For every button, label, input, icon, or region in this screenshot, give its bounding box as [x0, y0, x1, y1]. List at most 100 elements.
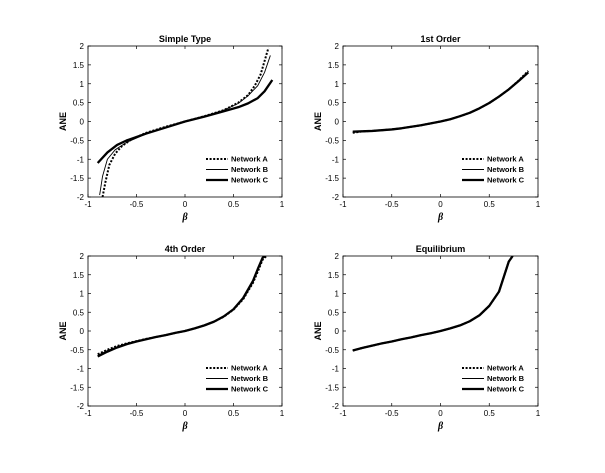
y-tick-label: -1.5 [325, 383, 339, 392]
y-tick-label: -2 [77, 402, 85, 411]
subplot-title: 4th Order [165, 244, 206, 254]
x-axis-label: β [437, 212, 444, 223]
x-axis-label: β [437, 421, 444, 432]
x-tick-label: 1 [536, 200, 541, 209]
y-tick-label: -1 [77, 155, 85, 164]
y-tick-label: -1 [332, 365, 340, 374]
legend-label: Network C [487, 176, 525, 185]
series-line-network-a [352, 70, 529, 134]
y-tick-label: -1.5 [70, 174, 84, 183]
y-tick-label: 0 [335, 118, 340, 127]
series-line-network-c [352, 256, 514, 352]
y-tick-label: 2 [335, 252, 340, 261]
subplot-3: -1 -0.5 0 0.5 1 -2 -1.5 -1 -0.5 0 0.5 1 1.5 2 4th Orde… [58, 244, 285, 432]
x-tick-label: 0.5 [484, 200, 496, 209]
y-tick-label: 2 [80, 42, 85, 51]
y-tick-label: 1.5 [73, 271, 85, 280]
y-tick-label: 0 [80, 327, 85, 336]
y-tick-label: 2 [80, 252, 85, 261]
subplot-1: -1 -0.5 0 0.5 1 -2 -1.5 -1 -0.5 0 0.5 1 1.5 2 Simple T… [58, 34, 285, 223]
x-tick-label: 0 [438, 200, 443, 209]
legend-label: Network C [231, 176, 269, 185]
y-tick-label: -0.5 [325, 136, 339, 145]
legend-label: Network C [487, 385, 525, 394]
y-tick-label: -0.5 [325, 346, 339, 355]
subplot-title: Simple Type [159, 34, 211, 44]
series-line-network-c [97, 256, 266, 358]
series-line-network-c [96, 79, 274, 164]
y-tick-label: 0 [80, 118, 85, 127]
x-tick-label: 0 [183, 409, 188, 418]
y-tick-label: 0.5 [73, 99, 85, 108]
x-tick-label: -0.5 [130, 409, 144, 418]
y-tick-label: 1 [80, 290, 85, 299]
x-tick-label: 0.5 [228, 409, 240, 418]
y-tick-label: -2 [77, 193, 85, 202]
legend-label: Network A [231, 364, 268, 373]
subplot-title: Equilibrium [416, 244, 466, 254]
y-tick-label: -2 [332, 402, 340, 411]
series-line-network-c [352, 71, 530, 133]
y-tick-label: -1.5 [70, 383, 84, 392]
series-line-network-b [97, 256, 266, 356]
x-tick-label: 1 [536, 409, 541, 418]
x-tick-label: 0 [183, 200, 188, 209]
y-tick-label: -2 [332, 193, 340, 202]
y-tick-label: 0 [335, 327, 340, 336]
subplot-4: -1 -0.5 0 0.5 1 -2 -1.5 -1 -0.5 0 0.5 1 1.5 2 Equilibr… [313, 244, 541, 432]
y-tick-label: 0.5 [328, 99, 340, 108]
x-tick-label: -0.5 [385, 200, 399, 209]
x-tick-label: 1 [280, 200, 285, 209]
series-line-network-b [352, 71, 529, 133]
legend-label: Network B [231, 165, 269, 174]
x-tick-label: 0.5 [484, 409, 496, 418]
y-tick-label: -0.5 [70, 346, 84, 355]
y-axis-label: ANE [313, 112, 323, 131]
y-axis-label: ANE [58, 112, 68, 131]
y-tick-label: 1 [335, 290, 340, 299]
x-axis-label: β [181, 421, 188, 432]
x-tick-label: 0.5 [228, 200, 240, 209]
y-axis-label: ANE [313, 321, 323, 340]
y-axis-label: ANE [58, 321, 68, 340]
y-tick-label: 0.5 [328, 308, 340, 317]
y-tick-label: -0.5 [70, 136, 84, 145]
subplot-2: -1 -0.5 0 0.5 1 -2 -1.5 -1 -0.5 0 0.5 1 1.5 2 1st Orde… [313, 34, 541, 223]
series-line-network-a [352, 256, 514, 352]
legend-label: Network B [487, 165, 525, 174]
series-line-network-a [97, 256, 268, 356]
y-tick-label: 1.5 [328, 61, 340, 70]
x-tick-label: -1 [84, 409, 92, 418]
y-tick-label: 2 [335, 42, 340, 51]
y-tick-label: 1.5 [328, 271, 340, 280]
y-tick-label: 1 [80, 80, 85, 89]
legend-label: Network A [231, 155, 268, 164]
x-axis-label: β [181, 212, 188, 223]
y-tick-label: -1.5 [325, 174, 339, 183]
x-tick-label: -1 [339, 200, 347, 209]
x-tick-label: -1 [84, 200, 92, 209]
y-tick-label: -1 [77, 365, 85, 374]
subplot-title: 1st Order [420, 34, 461, 44]
legend-label: Network A [487, 364, 524, 373]
y-tick-label: 1.5 [73, 61, 85, 70]
y-tick-label: 1 [335, 80, 340, 89]
y-tick-label: -1 [332, 155, 340, 164]
legend-label: Network B [487, 374, 525, 383]
x-tick-label: -0.5 [385, 409, 399, 418]
legend-label: Network B [231, 374, 269, 383]
x-tick-label: -0.5 [130, 200, 144, 209]
x-tick-label: 0 [438, 409, 443, 418]
series-line-network-b [352, 256, 514, 351]
legend-label: Network A [487, 155, 524, 164]
x-tick-label: 1 [280, 409, 285, 418]
x-tick-label: -1 [339, 409, 347, 418]
y-tick-label: 0.5 [73, 308, 85, 317]
legend-label: Network C [231, 385, 269, 394]
